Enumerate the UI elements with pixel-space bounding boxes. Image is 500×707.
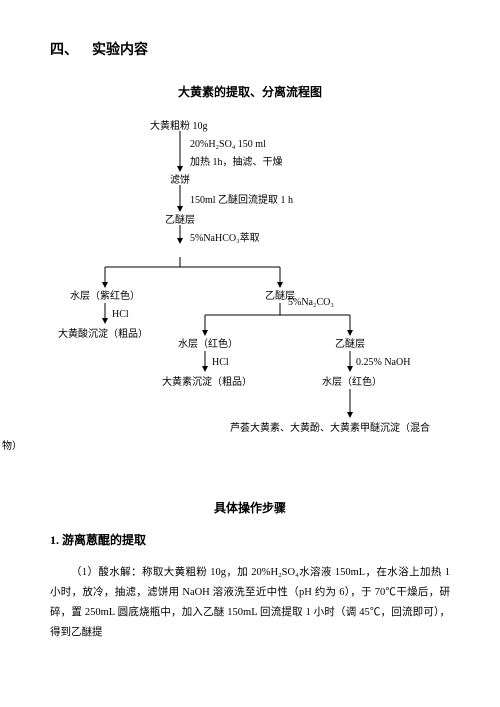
fc-node-start: 大黄粗粉 10g xyxy=(150,119,208,134)
section-number: 四、 xyxy=(50,43,78,58)
fc-node-ether1: 乙醚层 xyxy=(165,213,195,228)
fc-label-acid: 20%H₂SO₄ 150 ml xyxy=(190,137,266,152)
fc-label-ether: 150ml 乙醚回流提取 1 h xyxy=(190,193,293,208)
step1-heading: 1. 游离蒽醌的提取 xyxy=(50,531,450,549)
steps-title: 具体操作步骤 xyxy=(50,499,450,517)
step1-body: （1）酸水解：称取大黄粗粉 10g，加 20%H₂SO₄水溶液 150mL，在水… xyxy=(50,563,450,643)
fc-label-hcl1: HCl xyxy=(112,307,129,322)
flowchart: 大黄粗粉 10g 20%H₂SO₄ 150 ml 加热 1h，抽滤、干燥 滤饼 … xyxy=(50,119,450,479)
fc-label-naoh: 0.25% NaOH xyxy=(356,355,410,370)
fc-node-cake: 滤饼 xyxy=(170,173,190,188)
fc-label-na2co3: 5%Na₂CO₃ xyxy=(288,295,334,310)
fc-label-hcl2: HCl xyxy=(212,355,229,370)
fc-label-nahco3: 5%NaHCO₃萃取 xyxy=(190,231,260,246)
fc-label-heat: 加热 1h，抽滤、干燥 xyxy=(190,155,283,170)
fc-node-water-purple: 水层（紫红色） xyxy=(70,289,140,304)
fc-node-mixture-suffix: 物） xyxy=(2,439,22,454)
fc-node-mixture: 芦荟大黄素、大黄酚、大黄素甲醚沉淀（混合 xyxy=(230,421,460,436)
fc-node-water-red2: 水层（红色） xyxy=(322,375,382,390)
section-heading: 四、 实验内容 xyxy=(50,40,450,61)
fc-node-emodin: 大黄素沉淀（粗品） xyxy=(162,375,252,390)
fc-node-water-red1: 水层（红色） xyxy=(178,337,238,352)
fc-node-ether3: 乙醚层 xyxy=(335,337,365,352)
fc-node-rhein: 大黄酸沉淀（粗品） xyxy=(58,327,148,342)
flowchart-title: 大黄素的提取、分离流程图 xyxy=(50,83,450,101)
section-title: 实验内容 xyxy=(92,43,148,58)
